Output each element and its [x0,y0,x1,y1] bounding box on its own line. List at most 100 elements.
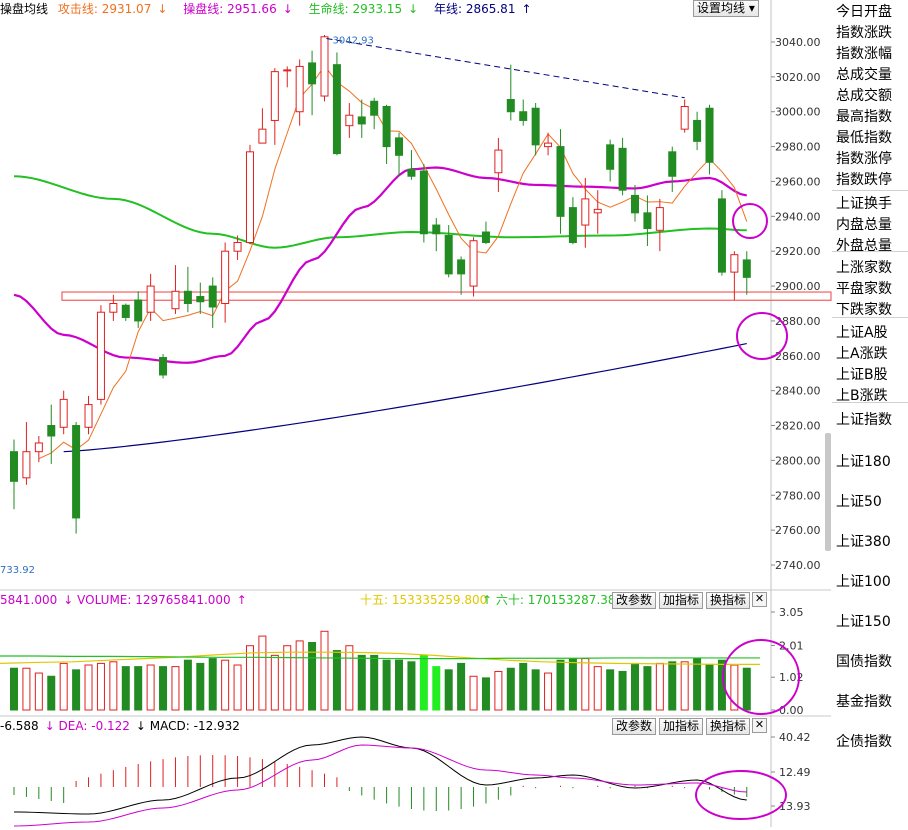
candle-body [121,304,130,318]
volume-bar [47,675,56,711]
macd-tick-label: 40.42 [779,731,811,744]
volume-ma60-line [0,655,760,660]
candle-body [320,36,329,97]
sidebar-item-10[interactable]: 内盘总量 [836,217,892,233]
sidebar-item-8[interactable]: 指数跌停 [836,172,892,188]
candle-body [295,65,304,113]
sidebar-item-11[interactable]: 外盘总量 [836,238,892,254]
candle-body [109,303,118,313]
candle-body [481,231,490,243]
volume-bar [332,650,341,711]
sidebar-item-12[interactable]: 上涨家数 [836,260,892,276]
volume-bar [72,669,81,711]
sidebar-separator [832,402,908,403]
legend-operate-line: 操盘线: 2951.66 ↓ [183,2,293,16]
volume-bar [742,667,751,711]
candle-body [531,107,540,146]
volume-bar [717,659,726,711]
sidebar-item-5[interactable]: 最高指数 [836,109,892,125]
candle-body [72,425,81,519]
candle-body [668,151,677,177]
candle-body [730,254,739,273]
volume-bar [444,669,453,711]
volume-bar [680,661,689,711]
sidebar-item-24[interactable]: 上证150 [836,614,891,630]
sidebar-item-14[interactable]: 下跌家数 [836,302,892,318]
candle-body [519,111,528,121]
sidebar-item-0[interactable]: 今日开盘 [836,4,892,20]
volume-bar [668,661,677,711]
macd-dif-value: -6.588 [0,719,39,733]
candle-body [308,62,317,85]
sidebar-item-25[interactable]: 国债指数 [836,654,892,670]
volume-add-indicator-button[interactable]: 加指标 [659,592,704,609]
volume-switch-indicator-button[interactable]: 换指标 [706,592,751,609]
sidebar-item-4[interactable]: 总成交额 [836,88,892,104]
sidebar-item-7[interactable]: 指数涨停 [836,151,892,167]
sidebar-item-22[interactable]: 上证380 [836,534,891,550]
volume-bar [693,658,702,711]
sidebar-item-19[interactable]: 上证指数 [836,412,892,428]
settings-ma-button[interactable]: 设置均线 ▾ [693,0,759,17]
volume-bar [121,666,130,711]
sidebar-item-2[interactable]: 指数涨幅 [836,46,892,62]
resistance-trendline [326,38,685,99]
vertical-scrollbar[interactable] [825,433,831,551]
sidebar-item-21[interactable]: 上证50 [836,494,882,510]
candle-body [643,212,652,230]
macd-switch-indicator-button[interactable]: 换指标 [706,718,751,735]
volume-bar [109,661,118,711]
volume-bar [481,677,490,711]
volume-bar [159,666,168,711]
sidebar-item-26[interactable]: 基金指数 [836,694,892,710]
candle-body [258,128,267,144]
candle-body [370,100,379,116]
highlight-circle [732,203,768,239]
candle-body [159,357,168,376]
candle-body [270,71,279,121]
sidebar-item-23[interactable]: 上证100 [836,574,891,590]
sidebar-item-18[interactable]: 上B涨跌 [836,388,888,404]
candle-body [10,451,18,482]
candle-body [34,442,43,453]
candle-body [221,250,230,304]
volume-change-params-button[interactable]: 改参数 [612,592,657,609]
highlight-circle [722,639,800,715]
highlight-circle [695,770,787,820]
sidebar-separator [832,190,908,191]
price-tick-label: 2960.00 [775,175,821,188]
sidebar-item-17[interactable]: 上证B股 [836,367,888,383]
volume-bar [730,664,739,711]
macd-tick-label: 13.93 [779,800,811,813]
sidebar-item-1[interactable]: 指数涨跌 [836,25,892,41]
macd-change-params-button[interactable]: 改参数 [612,718,657,735]
sidebar-item-20[interactable]: 上证180 [836,454,891,470]
candle-body [382,106,391,148]
macd-close-button[interactable]: ✕ [752,718,767,733]
candle-body [395,137,404,156]
sidebar-item-15[interactable]: 上证A股 [836,325,888,341]
candle-body [618,147,627,191]
candle-body [22,451,31,479]
price-tick-label: 2780.00 [775,489,821,502]
sidebar-item-6[interactable]: 最低指数 [836,130,892,146]
volume-bar [432,666,441,711]
volume-close-button[interactable]: ✕ [752,592,767,607]
volume-bar [221,659,230,711]
price-legend: 操盘均线 攻击线: 2931.07 ↓ 操盘线: 2951.66 ↓ 生命线: 29… [0,1,544,17]
volume-bar [233,664,242,711]
volume-bar [568,658,577,711]
sidebar-item-9[interactable]: 上证换手 [836,196,892,212]
macd-add-indicator-button[interactable]: 加指标 [659,718,704,735]
volume-bar [618,670,627,711]
sidebar-item-3[interactable]: 总成交量 [836,67,892,83]
candle-body [693,119,702,142]
volume-tick-label: 1.02 [779,671,804,684]
price-tick-label: 2800.00 [775,454,821,467]
sidebar-item-13[interactable]: 平盘家数 [836,281,892,297]
price-tick-label: 2840.00 [775,385,821,398]
sidebar-item-27[interactable]: 企债指数 [836,734,892,750]
sidebar-item-16[interactable]: 上A涨跌 [836,346,888,362]
